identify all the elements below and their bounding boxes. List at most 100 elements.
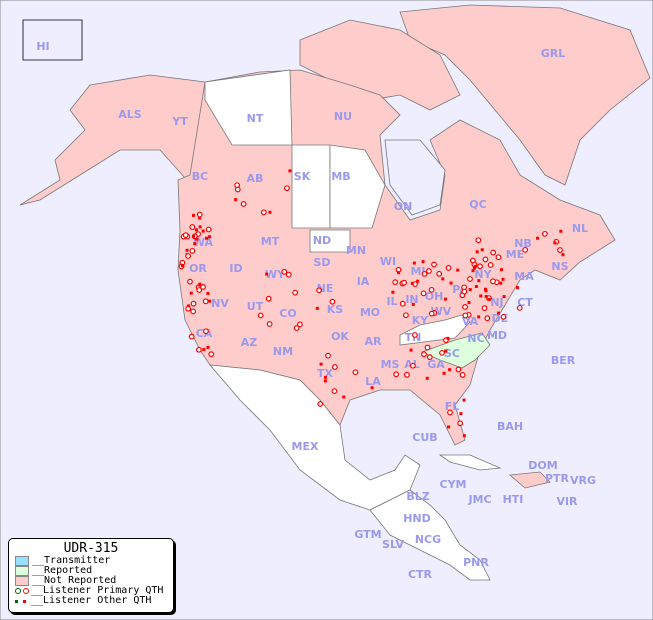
label-dom: DOM <box>528 459 557 472</box>
other-qth-marker <box>194 228 198 232</box>
label-nc: NC <box>467 332 484 345</box>
other-qth-marker <box>484 289 488 293</box>
label-az: AZ <box>241 336 258 349</box>
other-qth-marker <box>193 242 197 246</box>
primary-qth-marker <box>461 288 468 295</box>
primary-qth-marker <box>475 237 482 244</box>
primary-qth-icon <box>15 588 31 594</box>
primary-qth-marker <box>265 295 272 302</box>
primary-qth-marker <box>196 346 202 353</box>
other-qth-marker <box>189 291 193 295</box>
primary-qth-marker <box>329 298 336 305</box>
other-qth-marker <box>500 268 504 272</box>
legend-primary-qth: __Listener Primary QTH <box>15 586 173 596</box>
primary-qth-marker <box>557 247 563 253</box>
other-qth-marker <box>456 268 460 272</box>
other-qth-marker <box>479 294 483 298</box>
legend-other-qth: __Listener Other QTH <box>15 596 173 606</box>
primary-qth-marker <box>490 278 496 285</box>
label-wy: WY <box>265 268 286 281</box>
primary-qth-marker <box>208 351 215 358</box>
region-nd <box>309 229 351 253</box>
not-reported-swatch <box>15 576 29 586</box>
other-qth-marker <box>472 266 476 270</box>
label-ut: UT <box>247 300 264 313</box>
primary-qth-marker <box>467 276 473 282</box>
label-ks: KS <box>327 303 344 316</box>
other-qth-marker <box>391 290 395 294</box>
primary-qth-marker <box>484 315 491 322</box>
other-qth-marker <box>446 336 450 340</box>
primary-qth-marker <box>292 289 299 296</box>
label-pnr: PNR <box>463 556 489 569</box>
other-qth-marker <box>484 295 488 299</box>
primary-qth-marker <box>490 249 497 256</box>
region-arctic-islands <box>299 19 461 111</box>
label-ptr: PTR <box>545 472 570 485</box>
label-als: ALS <box>118 108 142 121</box>
label-co: CO <box>279 307 296 320</box>
primary-qth-marker <box>425 268 432 274</box>
primary-qth-marker <box>234 186 241 193</box>
label-ny: NY <box>474 268 492 281</box>
legend-transmitter: __Transmitter <box>15 556 173 566</box>
primary-qth-marker <box>481 305 488 312</box>
primary-qth-marker <box>393 371 400 378</box>
other-qth-marker <box>370 386 374 390</box>
label-mt: MT <box>261 235 280 248</box>
region-mexico <box>209 364 421 511</box>
legend-label: __Listener Other QTH <box>31 595 152 606</box>
region-hispaniola <box>509 471 551 489</box>
label-grl: GRL <box>541 47 566 60</box>
label-yt: YT <box>171 115 188 128</box>
primary-qth-marker <box>182 232 189 239</box>
other-qth-marker <box>441 277 445 281</box>
other-qth-marker <box>474 284 478 288</box>
primary-qth-marker <box>185 253 192 259</box>
region-cuba <box>438 454 502 471</box>
other-qth-marker <box>501 277 505 281</box>
label-hti: HTI <box>503 493 524 506</box>
other-qth-marker <box>208 235 212 239</box>
primary-qth-marker <box>316 287 323 294</box>
label-hnd: HND <box>403 512 431 525</box>
label-wi: WI <box>380 255 396 268</box>
label-ms: MS <box>381 358 400 371</box>
other-qth-icon <box>15 599 31 603</box>
region-mb <box>329 144 386 229</box>
primary-qth-marker <box>266 321 273 327</box>
primary-qth-marker <box>445 265 452 271</box>
primary-qth-marker <box>331 364 338 370</box>
region-nc <box>420 332 491 369</box>
other-qth-marker <box>397 271 401 275</box>
primary-qth-marker <box>477 263 483 270</box>
primary-qth-marker <box>392 279 399 286</box>
label-tx: TX <box>317 367 334 380</box>
label-la: LA <box>365 375 381 388</box>
label-nd: ND <box>313 234 331 247</box>
other-qth-marker <box>319 362 323 366</box>
label-cym: CYM <box>440 478 467 491</box>
primary-qth-marker <box>428 310 435 317</box>
other-qth-marker <box>288 169 292 173</box>
other-qth-marker <box>468 288 472 292</box>
primary-qth-marker <box>409 362 416 369</box>
legend-label: __Transmitter <box>32 555 111 566</box>
label-bah: BAH <box>497 420 523 433</box>
other-qth-marker <box>497 311 501 315</box>
other-qth-marker <box>411 302 415 306</box>
label-md: MD <box>487 329 507 342</box>
other-qth-marker <box>475 250 479 254</box>
other-qth-marker <box>208 299 212 303</box>
other-qth-marker <box>198 283 202 287</box>
other-qth-marker <box>409 348 413 352</box>
other-qth-marker <box>180 264 184 268</box>
label-nj: NJ <box>490 296 503 309</box>
other-qth-marker <box>467 300 471 304</box>
reported-swatch <box>15 566 29 576</box>
region-ky <box>399 314 471 346</box>
legend-title: UDR-315 <box>63 541 119 556</box>
primary-qth-marker <box>203 328 209 335</box>
other-qth-marker <box>323 375 327 379</box>
label-mo: MO <box>360 306 380 319</box>
